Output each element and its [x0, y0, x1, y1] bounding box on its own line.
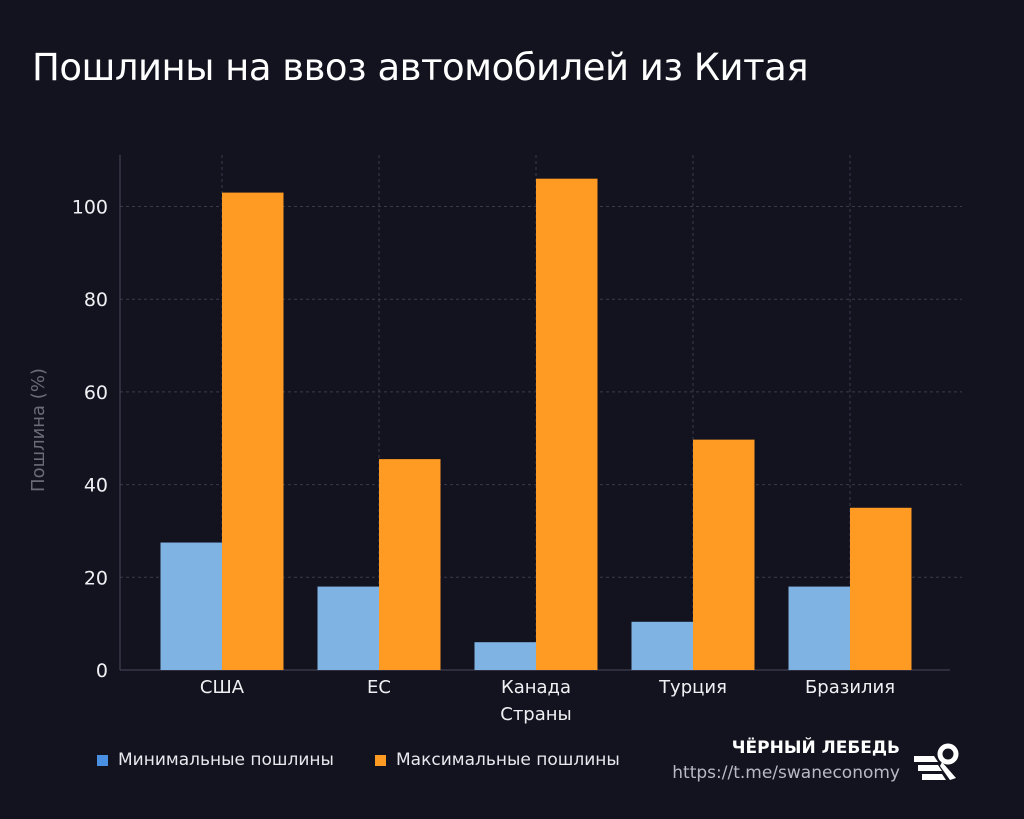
y-tick-label: 0	[96, 660, 108, 682]
legend-label-max: Максимальные пошлины	[396, 750, 620, 770]
bar-max	[379, 459, 441, 670]
y-axis-label: Пошлина (%)	[28, 368, 49, 492]
bar-chart: 0 20 40 60 80 100 США ЕС Канада Турция Бразилия Стр…	[28, 155, 962, 725]
swan-logo-icon	[914, 743, 959, 780]
x-tick-label: США	[200, 677, 245, 698]
chart-title: Пошлины на ввоз автомобилей из Китая	[32, 46, 809, 89]
brand-name: ЧЁРНЫЙ ЛЕБЕДЬ	[731, 738, 900, 758]
legend-label-min: Минимальные пошлины	[118, 750, 334, 770]
legend-item-min: Минимальные пошлины	[97, 750, 334, 770]
bar-max	[693, 439, 755, 670]
x-axis-label: Страны	[500, 704, 572, 725]
y-tick-label: 20	[84, 567, 108, 589]
x-tick-label: Канада	[501, 677, 571, 698]
legend-swatch-min	[97, 754, 108, 766]
y-tick-label: 100	[72, 197, 108, 219]
bar-max	[222, 192, 284, 670]
bar-max	[850, 507, 912, 670]
y-tick-label: 80	[84, 289, 108, 311]
bar-min	[631, 621, 693, 670]
brand-url[interactable]: https://t.me/swaneconomy	[672, 763, 900, 783]
legend-item-max: Максимальные пошлины	[375, 750, 620, 770]
x-tick-label: Бразилия	[805, 677, 895, 698]
x-tick-label: Турция	[658, 677, 727, 698]
y-tick-label: 60	[84, 382, 108, 404]
y-tick-label: 40	[84, 475, 108, 497]
legend-swatch-max	[375, 754, 386, 766]
x-tick-label: ЕС	[367, 677, 391, 698]
bar-min	[317, 586, 379, 670]
bar-min	[788, 586, 850, 670]
bar-min	[160, 542, 222, 670]
bar-min	[474, 642, 536, 670]
bar-max	[536, 178, 598, 670]
